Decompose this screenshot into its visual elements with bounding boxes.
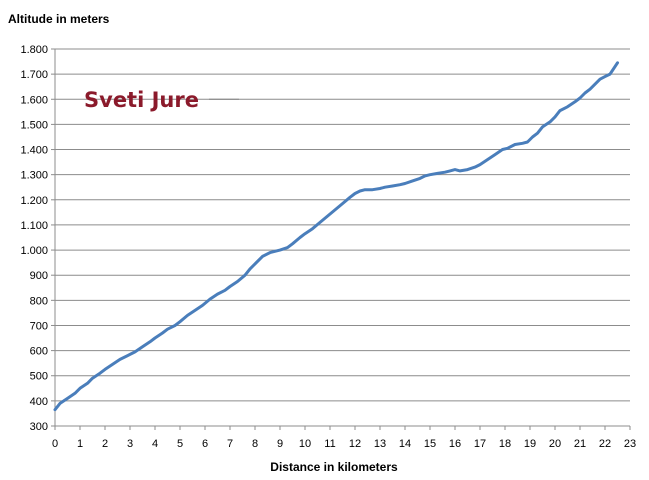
y-tick-label: 800 xyxy=(30,295,48,307)
x-tick-label: 16 xyxy=(449,438,461,450)
x-tick-label: 15 xyxy=(424,438,436,450)
x-tick-label: 22 xyxy=(599,438,611,450)
y-tick-label: 700 xyxy=(30,320,48,332)
x-tick-label: 21 xyxy=(574,438,586,450)
x-tick-label: 20 xyxy=(549,438,561,450)
x-tick-label: 0 xyxy=(52,438,58,450)
x-tick-label: 4 xyxy=(152,438,158,450)
y-tick-label: 1.200 xyxy=(20,195,48,207)
y-tick-label: 500 xyxy=(30,371,48,383)
x-tick-label: 13 xyxy=(374,438,386,450)
x-tick-label: 2 xyxy=(102,438,108,450)
x-tick-label: 14 xyxy=(399,438,411,450)
x-tick-label: 23 xyxy=(624,438,636,450)
x-axis-label: Distance in kilometers xyxy=(270,460,398,474)
y-tick-label: 1.600 xyxy=(20,94,48,106)
axes xyxy=(54,49,630,427)
x-tick-label: 1 xyxy=(77,438,83,450)
y-tick-labels: 300 400 500 600 700 800 900 1.000 1.100 1.200 1.30… xyxy=(20,44,48,433)
x-tick-label: 12 xyxy=(349,438,361,450)
x-tick-label: 17 xyxy=(474,438,486,450)
x-tick-labels: 0 1 2 3 4 5 6 7 8 9 10 11 12 13 14 15 16 17 18 19 20 21 22 23 xyxy=(52,438,636,450)
x-tick-label: 9 xyxy=(277,438,283,450)
x-tick-label: 8 xyxy=(252,438,258,450)
x-tick-label: 19 xyxy=(524,438,536,450)
y-tick-label: 300 xyxy=(30,421,48,433)
x-tick-label: 11 xyxy=(324,438,335,450)
y-tick-label: 1.400 xyxy=(20,145,48,157)
x-tick-label: 10 xyxy=(299,438,311,450)
y-tick-label: 1.100 xyxy=(20,220,48,232)
y-tick-label: 600 xyxy=(30,346,48,358)
x-tick-label: 5 xyxy=(177,438,183,450)
y-tick-label: 1.500 xyxy=(20,119,48,131)
y-tick-label: 900 xyxy=(30,270,48,282)
x-tick-label: 6 xyxy=(202,438,208,450)
y-tick-label: 1.300 xyxy=(20,170,48,182)
y-tick-label: 1.000 xyxy=(20,245,48,257)
chart-annotation: Sveti Jure xyxy=(84,88,199,112)
y-tick-label: 1.700 xyxy=(20,69,48,81)
altitude-profile-line xyxy=(53,61,619,412)
x-tick-label: 18 xyxy=(499,438,511,450)
horizontal-gridlines xyxy=(51,48,631,430)
y-tick-label: 400 xyxy=(30,396,48,408)
x-tick-label: 7 xyxy=(227,438,233,450)
x-tick-label: 3 xyxy=(127,438,133,450)
y-tick-label: 1.800 xyxy=(20,44,48,56)
y-axis-label: Altitude in meters xyxy=(8,12,110,26)
